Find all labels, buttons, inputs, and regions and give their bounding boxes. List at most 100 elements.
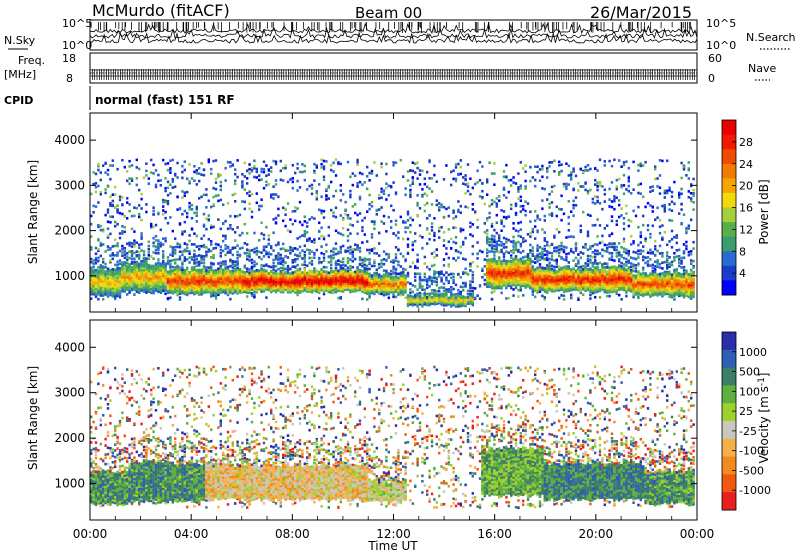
- echo-cell: [406, 237, 410, 241]
- echo-cell: [164, 237, 167, 240]
- echo-cell: [286, 202, 290, 205]
- echo-cell: [109, 260, 112, 264]
- echo-cell: [550, 185, 554, 189]
- echo-cell: [519, 235, 522, 238]
- echo-cell: [176, 272, 179, 276]
- echo-cell: [140, 266, 143, 270]
- echo-cell: [123, 273, 126, 277]
- echo-cell: [246, 295, 249, 298]
- echo-cell: [426, 217, 429, 220]
- echo-cell: [157, 242, 160, 245]
- echo-cell: [373, 251, 376, 255]
- echo-cell: [306, 248, 309, 252]
- echo-cell: [505, 196, 508, 199]
- echo-cell: [92, 278, 95, 282]
- echo-cell: [157, 239, 160, 242]
- echo-cell: [152, 280, 155, 284]
- echo-cell: [337, 161, 340, 164]
- echo-cell: [150, 226, 153, 229]
- echo-cell: [114, 297, 117, 301]
- echo-cell: [529, 220, 532, 223]
- echo-cell: [135, 263, 138, 267]
- echo-cell: [188, 180, 191, 183]
- echo-cell: [298, 251, 302, 255]
- echo-cell: [322, 237, 326, 241]
- echo-cell: [171, 251, 174, 254]
- echo-cell: [181, 279, 184, 282]
- echo-cell: [111, 294, 114, 298]
- echo-cell: [322, 259, 326, 262]
- echo-cell: [181, 176, 184, 180]
- echo-cell: [210, 284, 213, 288]
- echo-cell: [147, 257, 150, 261]
- echo-cell: [142, 264, 146, 268]
- echo-cell: [212, 225, 215, 229]
- echo-cell: [181, 250, 184, 253]
- echo-cell: [332, 250, 335, 254]
- echo-cell: [116, 271, 119, 275]
- echo-cell: [423, 182, 426, 186]
- echo-cell: [524, 209, 527, 213]
- echo-cell: [469, 192, 472, 196]
- echo-cell: [207, 280, 210, 284]
- echo-cell: [236, 269, 239, 273]
- echo-cell: [200, 270, 203, 274]
- echo-cell: [308, 237, 311, 240]
- echo-cell: [214, 285, 218, 289]
- echo-cell: [99, 269, 102, 273]
- echo-cell: [207, 288, 210, 292]
- echo-cell: [195, 207, 198, 211]
- freq-panel-frame: [89, 52, 698, 84]
- echo-cell: [147, 267, 150, 271]
- echo-cell: [289, 230, 292, 233]
- echo-cell: [452, 217, 455, 220]
- echo-cell: [423, 209, 426, 213]
- echo-cell: [142, 256, 146, 260]
- echo-cell: [166, 221, 170, 225]
- echo-cell: [210, 265, 213, 268]
- echo-cell: [502, 258, 506, 262]
- echo-cell: [490, 258, 494, 262]
- echo-cell: [109, 281, 112, 285]
- echo-cell: [210, 226, 213, 229]
- echo-cell: [241, 270, 244, 274]
- echo-cell: [253, 285, 256, 289]
- echo-cell: [426, 286, 429, 290]
- echo-cell: [346, 228, 350, 232]
- echo-cell: [344, 268, 347, 272]
- echo-cell: [498, 243, 501, 247]
- echo-cell: [502, 186, 506, 190]
- echo-cell: [241, 180, 244, 183]
- echo-cell: [99, 273, 102, 277]
- echo-cell: [195, 273, 198, 276]
- echo-cell: [390, 220, 393, 223]
- echo-cell: [181, 212, 184, 216]
- echo-cell: [152, 289, 155, 293]
- echo-cell: [210, 172, 213, 175]
- echo-cell: [183, 191, 186, 194]
- echo-cell: [236, 226, 239, 229]
- echo-cell: [553, 170, 556, 173]
- echo-cell: [94, 282, 98, 286]
- echo-cell: [145, 271, 148, 275]
- echo-cell: [169, 269, 172, 272]
- echo-cell: [118, 287, 122, 291]
- echo-cell: [306, 221, 309, 224]
- echo-cell: [267, 169, 270, 172]
- echo-cell: [430, 292, 434, 295]
- echo-cell: [219, 188, 222, 192]
- echo-cell: [198, 293, 201, 297]
- echo-cell: [118, 259, 122, 262]
- echo-cell: [186, 293, 189, 297]
- echo-cell: [198, 289, 201, 292]
- echo-cell: [135, 177, 138, 180]
- echo-cell: [231, 228, 234, 231]
- echo-cell: [502, 255, 506, 259]
- echo-cell: [301, 271, 304, 275]
- echo-cell: [392, 267, 395, 271]
- echo-cell: [368, 179, 371, 182]
- echo-cell: [308, 261, 311, 265]
- echo-cell: [224, 275, 227, 279]
- echo-cell: [327, 185, 330, 188]
